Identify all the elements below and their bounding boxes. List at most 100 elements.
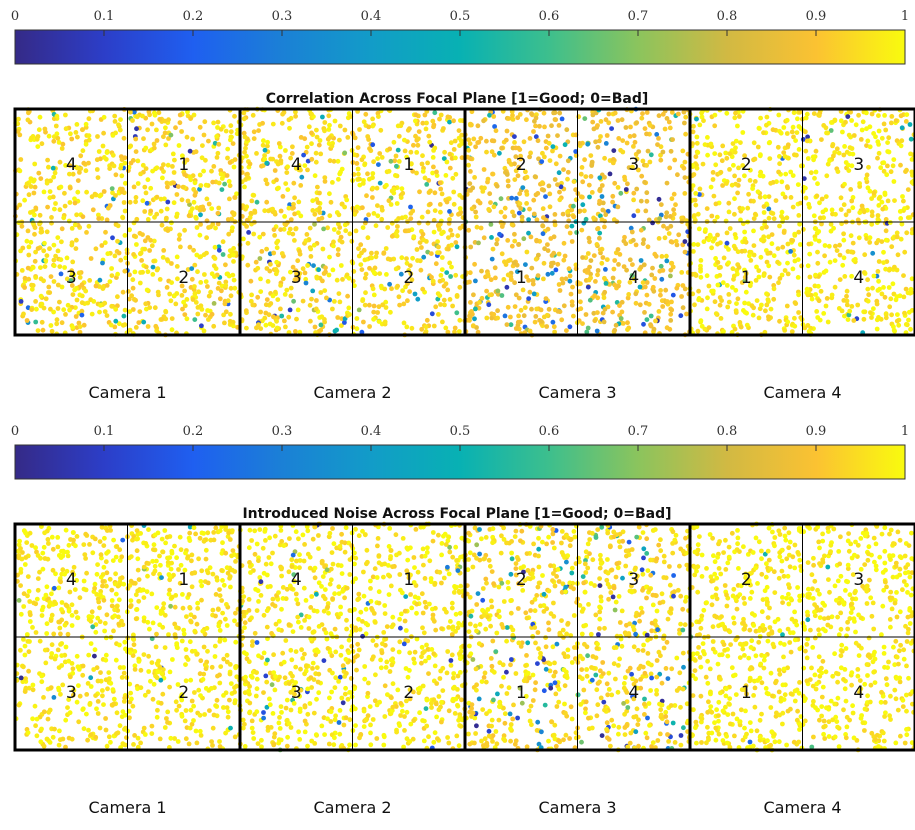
data-point	[183, 708, 189, 713]
data-point	[30, 682, 36, 688]
data-point	[176, 703, 182, 709]
colorbar-tick-label: 0.5	[450, 9, 471, 24]
data-point	[16, 116, 21, 122]
data-point	[230, 567, 235, 573]
chart-panel: 0 0.1 0.2 0.3 0.4 0.5 0.6 0.7 0.8 0.9 1Correlation…	[11, 9, 915, 402]
data-point	[598, 213, 603, 219]
data-point	[130, 307, 136, 312]
data-point	[719, 158, 725, 164]
data-point	[184, 297, 190, 302]
data-point	[79, 300, 85, 306]
data-point	[378, 127, 384, 133]
data-point	[533, 256, 539, 262]
data-point	[375, 310, 380, 315]
data-point	[288, 285, 294, 291]
colorbar-tick-label: 0.5	[450, 424, 471, 439]
data-point	[900, 194, 905, 199]
data-point	[65, 631, 71, 637]
data-point	[640, 280, 646, 285]
data-point	[600, 207, 606, 213]
data-point	[227, 697, 232, 703]
data-point	[671, 207, 676, 213]
data-point	[327, 191, 332, 197]
data-point	[95, 175, 101, 181]
data-point	[94, 167, 100, 172]
data-point	[342, 127, 348, 133]
data-point	[436, 244, 441, 250]
data-point	[480, 189, 486, 194]
data-point	[39, 726, 44, 732]
data-point	[617, 252, 623, 257]
data-point	[505, 178, 511, 184]
data-point	[393, 231, 399, 236]
data-point	[121, 699, 127, 704]
data-point	[140, 198, 146, 204]
data-point	[588, 153, 594, 159]
data-point	[179, 197, 185, 203]
data-point	[545, 248, 551, 254]
data-point	[349, 238, 355, 244]
data-point	[819, 196, 825, 202]
data-point	[291, 180, 297, 186]
data-point	[117, 723, 123, 729]
data-point	[203, 686, 209, 691]
data-point	[127, 272, 132, 278]
data-point	[201, 538, 207, 544]
data-point	[512, 280, 517, 286]
data-point	[142, 732, 148, 737]
data-point	[260, 231, 266, 237]
data-point	[720, 280, 726, 286]
data-point	[826, 243, 832, 249]
data-point	[201, 531, 207, 536]
data-point	[284, 287, 290, 293]
data-point	[102, 620, 108, 626]
data-point	[157, 117, 163, 122]
data-point	[415, 258, 420, 263]
data-point	[336, 720, 342, 725]
data-point	[50, 194, 56, 200]
data-point	[128, 598, 134, 603]
data-point	[758, 152, 763, 158]
data-point	[830, 143, 835, 149]
data-point	[27, 619, 33, 624]
data-point	[30, 687, 36, 693]
data-point	[891, 157, 897, 163]
data-point	[706, 325, 712, 330]
data-point	[293, 109, 298, 115]
data-point	[644, 317, 650, 322]
data-point	[231, 252, 236, 258]
data-point	[459, 132, 464, 138]
data-point	[223, 309, 229, 315]
data-point	[215, 221, 221, 227]
data-point	[881, 160, 887, 166]
data-point	[275, 238, 281, 244]
data-point	[164, 257, 170, 262]
data-point	[391, 186, 397, 192]
data-point	[385, 225, 391, 230]
data-point	[181, 631, 187, 637]
data-point	[638, 227, 644, 233]
data-point	[178, 244, 183, 250]
data-point	[431, 739, 437, 745]
data-point	[116, 582, 122, 588]
data-point	[370, 123, 376, 129]
data-point	[24, 632, 30, 637]
data-point	[702, 326, 708, 332]
data-point	[50, 165, 56, 171]
data-point	[81, 322, 87, 328]
data-point	[481, 235, 487, 241]
data-point	[135, 556, 141, 562]
data-point	[161, 248, 167, 253]
data-point	[150, 696, 156, 702]
data-point	[119, 173, 125, 179]
data-point	[298, 167, 303, 173]
data-point	[223, 550, 229, 556]
data-point	[316, 546, 321, 551]
data-point	[308, 605, 314, 610]
data-point	[757, 306, 763, 312]
data-point	[172, 157, 177, 163]
data-point	[318, 151, 324, 157]
data-point	[293, 649, 299, 654]
data-point	[147, 305, 153, 310]
data-point	[299, 647, 304, 653]
